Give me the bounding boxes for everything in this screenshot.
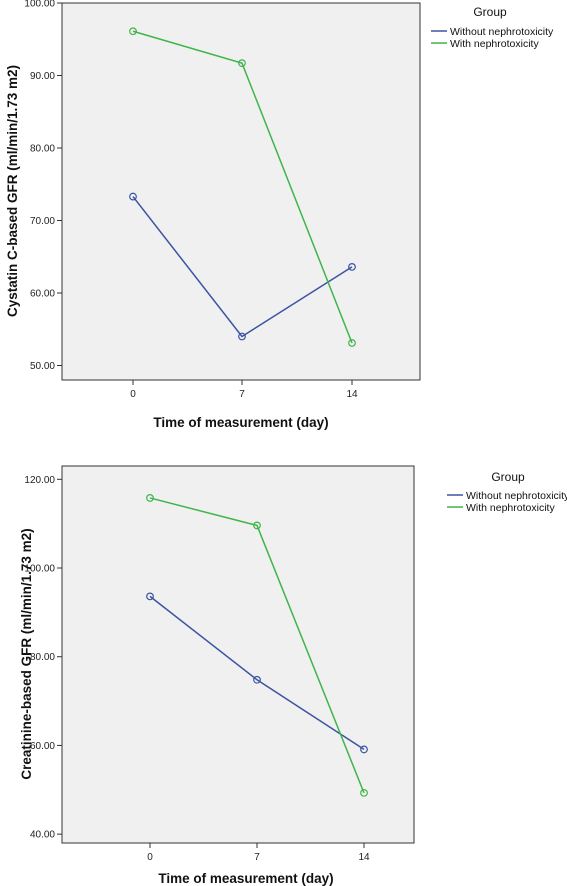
legend-label-with: With nephrotoxicity — [466, 502, 555, 514]
data-point — [253, 675, 261, 684]
x-axis-title: Time of measurement (day) — [158, 871, 333, 886]
x-tick-label: 14 — [346, 389, 358, 400]
series-line-without — [132, 196, 353, 338]
plot-area — [61, 465, 415, 844]
cystatin-gfr-chart: 50.00 60.00 70.00 80.00 90.00 100.00 0 7 14 Tim… — [5, 0, 554, 430]
legend: Group Without nephrotoxicity With nephro… — [447, 470, 567, 514]
data-point — [146, 592, 154, 601]
y-tick-label: 100.00 — [24, 0, 55, 10]
legend-title: Group — [473, 5, 507, 19]
data-point — [253, 521, 261, 530]
series-line-with — [132, 30, 353, 344]
data-point — [238, 332, 246, 341]
y-axis-title: Creatinine-based GFR (ml/min/1.73 m2) — [19, 528, 34, 779]
legend-title: Group — [491, 470, 525, 484]
y-axis: 50.00 60.00 70.00 80.00 90.00 100.00 — [24, 0, 62, 372]
data-point — [146, 494, 154, 502]
series-line-with — [149, 497, 365, 794]
data-point — [348, 339, 356, 347]
x-tick-label: 7 — [254, 852, 260, 863]
data-point — [129, 27, 137, 36]
series-lines — [149, 497, 365, 794]
data-point — [360, 745, 368, 754]
legend-label-without: Without nephrotoxicity — [466, 490, 567, 502]
y-tick-label: 80.00 — [30, 144, 55, 155]
x-axis: 0 7 14 — [147, 843, 370, 863]
y-tick-label: 50.00 — [30, 361, 55, 372]
y-tick-label: 60.00 — [30, 289, 55, 300]
legend-label-with: With nephrotoxicity — [450, 38, 539, 50]
y-tick-label: 80.00 — [30, 652, 55, 663]
y-axis: 40.00 60.00 80.00 100.00 120.00 — [24, 475, 62, 841]
y-tick-label: 70.00 — [30, 216, 55, 227]
series-points — [146, 494, 368, 797]
data-point — [360, 788, 368, 797]
x-tick-label: 0 — [130, 389, 136, 400]
data-point — [129, 192, 137, 201]
legend-label-without: Without nephrotoxicity — [450, 26, 554, 38]
y-axis-title: Cystatin C-based GFR (ml/min/1.73 m2) — [5, 65, 20, 317]
x-tick-label: 0 — [147, 852, 153, 863]
y-tick-label: 120.00 — [24, 475, 55, 486]
series-points — [129, 27, 356, 347]
y-tick-label: 90.00 — [30, 71, 55, 82]
data-point — [348, 263, 356, 271]
x-axis: 0 7 14 — [130, 380, 358, 400]
creatinine-gfr-chart: 40.00 60.00 80.00 100.00 120.00 0 7 14 Time of… — [19, 465, 567, 886]
y-tick-label: 100.00 — [24, 564, 55, 575]
x-axis-title: Time of measurement (day) — [153, 415, 328, 430]
series-lines — [132, 30, 353, 344]
y-tick-label: 40.00 — [30, 830, 55, 841]
data-point — [238, 59, 246, 68]
y-tick-label: 60.00 — [30, 741, 55, 752]
series-line-without — [149, 595, 365, 751]
x-tick-label: 14 — [358, 852, 370, 863]
x-tick-label: 7 — [239, 389, 245, 400]
legend: Group Without nephrotoxicity With nephro… — [431, 5, 554, 50]
